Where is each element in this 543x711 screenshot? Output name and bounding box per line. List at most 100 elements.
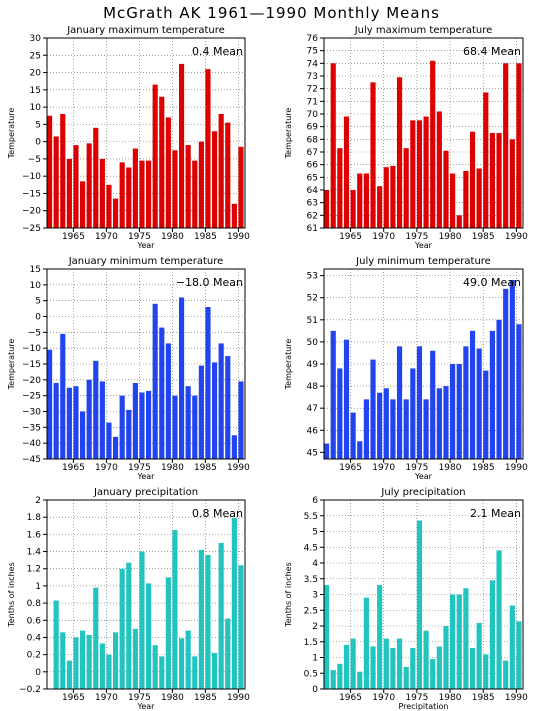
y-tick-label: 1 [312,654,318,664]
mean-annotation: 68.4 Mean [463,45,521,58]
panel-january-precipitation: −0.2 0 0.2 0.4 0.6 0.8 1 1.2 1.4 1.6 1.8 2 1965 1970 1… [7,487,250,711]
bar [496,133,502,228]
panel-title: July maximum temperature [354,25,493,36]
bar [93,587,99,689]
y-tick-label: 0 [35,668,41,678]
x-tick-label: 1975 [128,232,151,242]
y-tick-label: 66 [307,161,319,171]
bar [410,368,416,459]
bar [139,160,145,228]
bar [396,346,403,459]
bar [324,585,330,689]
y-tick-label: 0.2 [27,651,41,661]
bar [212,131,218,228]
bar [126,562,132,689]
bar [198,549,204,689]
y-tick-label: 15 [30,86,41,96]
bar [503,288,509,459]
y-tick-label: 0.6 [27,616,42,626]
bar [416,520,423,689]
bar [450,364,456,459]
bar [370,359,376,459]
bar [172,150,178,228]
x-tick-label: 1980 [439,463,462,473]
y-tick-label: −30 [22,408,41,418]
y-tick-label: −5 [28,155,41,165]
y-tick-label: 25 [30,51,41,61]
y-tick-label: 72 [307,85,318,95]
bar [503,660,509,689]
bar [152,645,158,689]
bar [456,364,462,459]
y-tick-label: 45 [307,448,318,458]
y-tick-label: 0 [35,138,41,148]
y-tick-label: 2 [35,496,41,506]
bar [410,648,416,689]
x-tick-label: 1965 [62,463,85,473]
x-tick-label: 1985 [194,232,217,242]
bar [119,568,125,689]
bar [165,343,171,459]
y-tick-label: 4 [312,559,318,569]
bar [119,162,125,228]
bar [496,319,502,459]
bar [377,392,383,459]
y-tick-label: 30 [30,34,42,44]
bar [152,303,158,459]
bar [146,583,152,689]
bar [99,381,105,459]
bar [337,148,343,228]
y-tick-label: −15 [22,189,41,199]
y-tick-label: 75 [307,47,318,57]
bar [377,186,383,228]
bar [238,565,244,689]
bar [423,116,429,228]
bar [469,131,476,228]
bar [383,388,389,459]
bar [106,184,112,228]
x-tick-label: 1975 [128,463,151,473]
x-tick-label: 1980 [439,693,462,703]
x-tick-label: 1965 [339,232,362,242]
y-axis-label: Tenths of inches [284,562,293,628]
bar [357,441,363,459]
bar [436,111,442,228]
bar [179,297,185,459]
bar [476,622,482,689]
bar [198,365,204,459]
x-tick-label: 1970 [95,693,118,703]
y-tick-label: 0.4 [27,633,42,643]
x-tick-label: 1975 [405,232,428,242]
y-tick-label: 1.4 [27,548,42,558]
mean-annotation: 49.0 Mean [463,276,521,289]
y-axis-label: Temperature [7,339,16,391]
y-tick-label: 1.2 [27,565,41,575]
y-tick-label: −25 [22,224,41,234]
x-tick-label: 1965 [339,693,362,703]
bar [403,666,409,689]
bar [165,117,171,228]
y-tick-label: 51 [307,316,318,326]
bar [218,343,224,459]
plot-frame [46,37,246,229]
bar [443,150,449,228]
x-tick-label: 1990 [227,232,250,242]
main-title: McGrath AK 1961—1990 Monthly Means [103,4,440,22]
bar [390,165,396,228]
y-tick-label: 15 [30,265,41,275]
y-tick-label: 52 [307,294,318,304]
y-tick-label: 46 [307,426,319,436]
bar [463,171,469,228]
bar [212,362,218,459]
y-tick-label: 63 [307,199,318,209]
bar [337,368,343,459]
bar [383,167,389,228]
bar [80,181,86,228]
bar [73,637,79,689]
bar [113,632,119,689]
panel-july-precipitation: 0 0.5 1 1.5 2 2.5 3 3.5 4 4.5 5 5.5 6 1965 1970 1975 198… [284,487,528,711]
bar [99,643,105,689]
plot-frame [46,499,246,690]
bar [456,215,462,228]
x-axis-label: Year [414,472,433,481]
